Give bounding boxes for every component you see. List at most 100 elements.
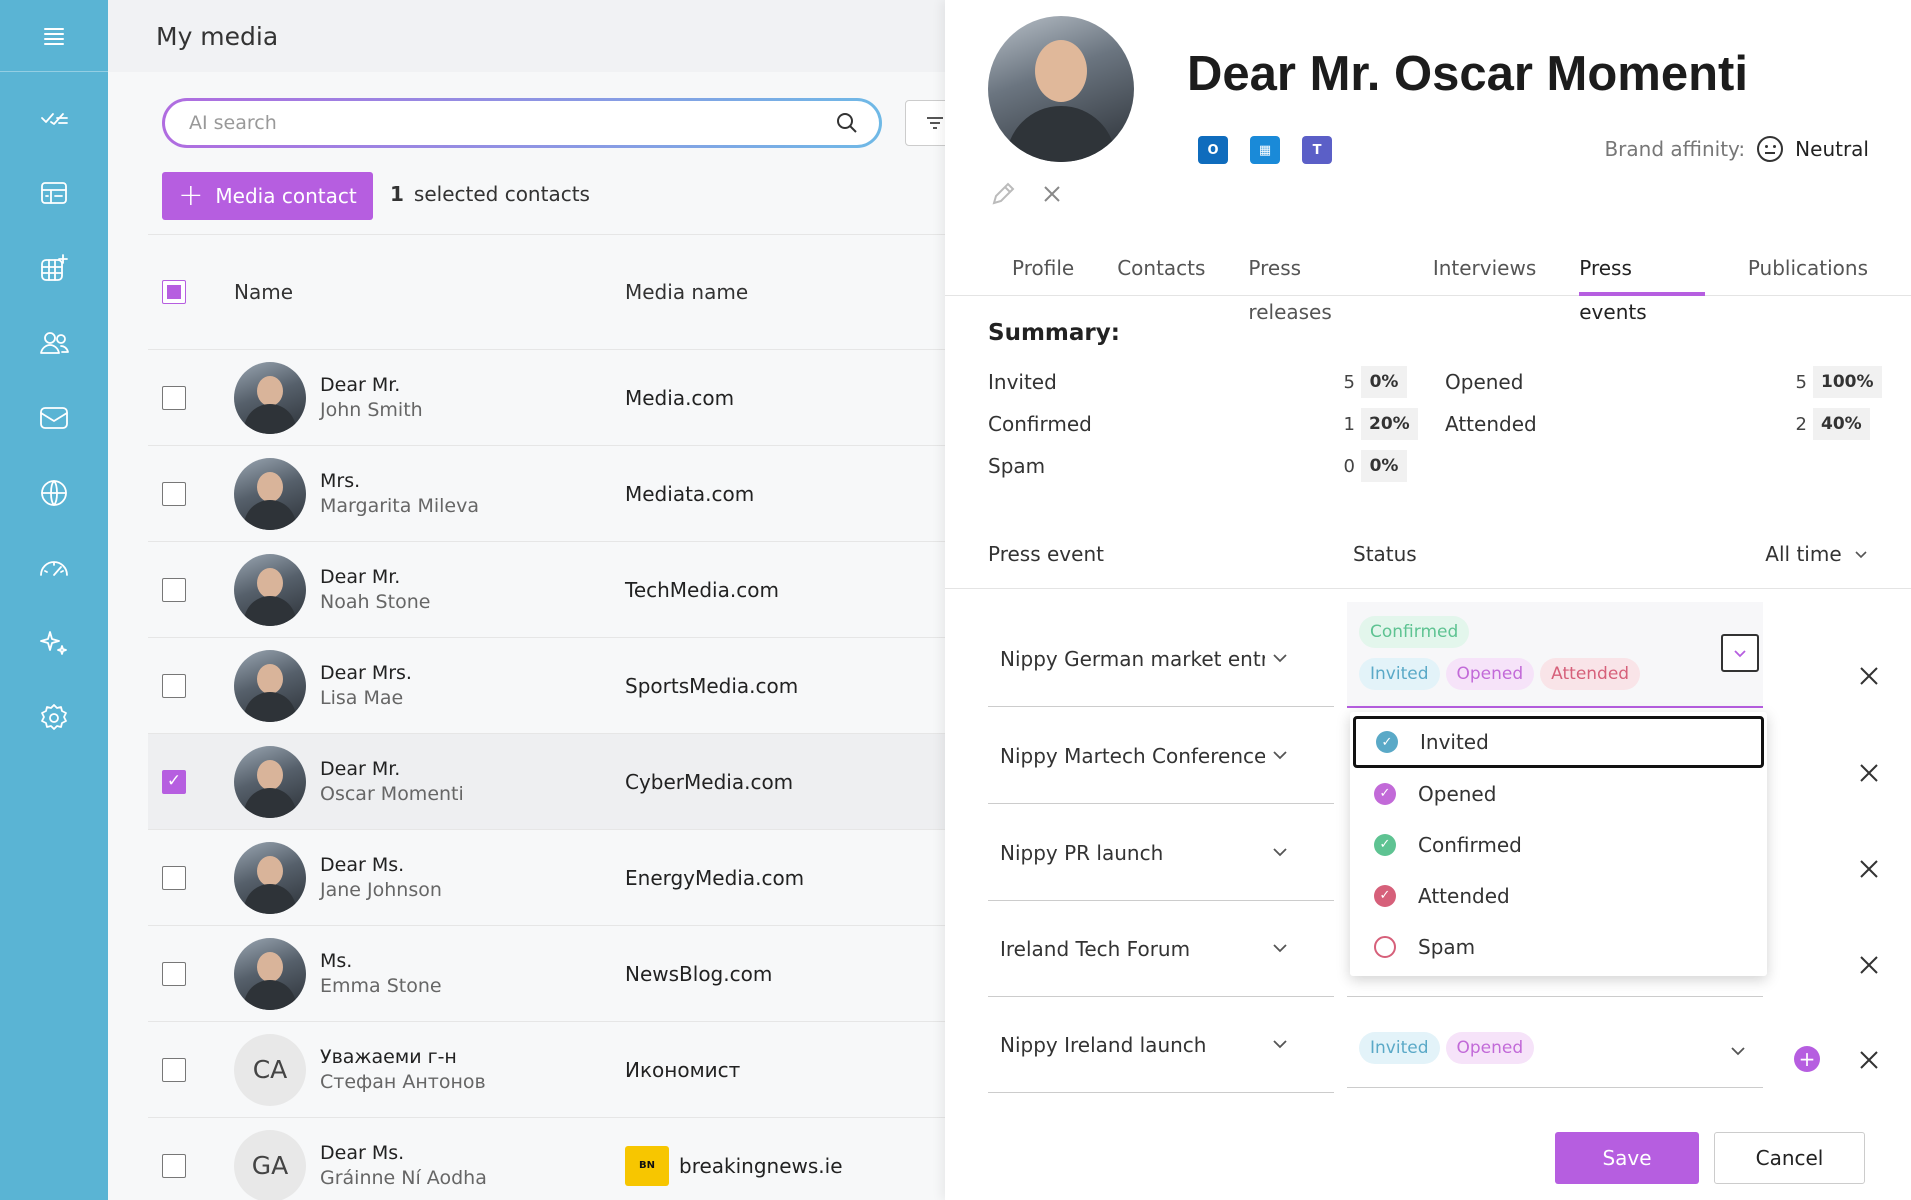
tab-press-releases[interactable]: Press releases — [1248, 256, 1332, 324]
press-event-select[interactable]: Nippy Ireland launch — [988, 997, 1334, 1093]
cancel-button[interactable]: Cancel — [1714, 1132, 1865, 1184]
nav-mail[interactable] — [0, 380, 108, 455]
nav-analytics[interactable] — [0, 530, 108, 605]
status-option-label: Confirmed — [1418, 832, 1522, 857]
checked-circle-icon: ✓ — [1374, 833, 1396, 856]
column-header-media[interactable]: Media name — [625, 280, 749, 304]
remove-row-icon[interactable] — [1855, 855, 1883, 883]
calendar-icon[interactable]: ▦ — [1250, 136, 1280, 164]
status-option-invited[interactable]: ✓ Invited — [1353, 716, 1764, 768]
status-dropdown-toggle[interactable] — [1721, 634, 1759, 672]
detail-tabs: Profile Contacts Press releases Intervie… — [945, 246, 1911, 324]
status-dropdown-menu: ✓ Invited ✓ Opened ✓ Confirmed ✓ Attende… — [1350, 712, 1767, 976]
table-row[interactable]: Dear Mrs. Lisa Mae SportsMedia.com — [148, 637, 945, 733]
nav-globe[interactable] — [0, 455, 108, 530]
contact-detail-panel: Dear Mr. Oscar Momenti O ▦ T Brand affin… — [945, 0, 1911, 1200]
contact-name: Oscar Momenti — [320, 782, 464, 805]
media-list-panel: My media + Media contact 1 selected conta… — [108, 0, 965, 1200]
outlook-icon[interactable]: O — [1198, 136, 1228, 164]
contact-salutation: Mrs. — [320, 469, 361, 492]
summary-confirmed: Confirmed 1 20% — [988, 408, 1418, 440]
table-row[interactable]: GA Dear Ms. Gráinne Ní Aodha BN breakingne… — [148, 1117, 945, 1200]
summary-percent: 20% — [1361, 408, 1418, 440]
add-press-event-icon[interactable]: + — [1794, 1046, 1820, 1072]
status-option-opened[interactable]: ✓ Opened — [1350, 768, 1767, 819]
nav-contacts[interactable] — [0, 305, 108, 380]
status-multiselect[interactable]: Confirmed Invited Opened Attended — [1347, 602, 1763, 708]
status-option-attended[interactable]: ✓ Attended — [1350, 870, 1767, 921]
media-name: Media.com — [625, 385, 735, 410]
nav-settings[interactable] — [0, 680, 108, 755]
status-chip-invited: Invited — [1359, 1032, 1440, 1064]
tab-profile[interactable]: Profile — [1012, 256, 1075, 280]
contact-photo — [988, 16, 1134, 162]
tab-contacts[interactable]: Contacts — [1117, 256, 1206, 280]
row-checkbox[interactable] — [162, 577, 186, 602]
time-filter[interactable]: All time — [1765, 542, 1868, 566]
table-header: Name Media name — [148, 234, 945, 349]
press-event-select[interactable]: Ireland Tech Forum — [988, 901, 1334, 997]
row-checkbox[interactable] — [162, 673, 186, 698]
row-checkbox[interactable] — [162, 1057, 186, 1082]
save-button[interactable]: Save — [1555, 1132, 1699, 1184]
nav-tasks[interactable] — [0, 80, 108, 155]
summary-count: 5 — [1343, 371, 1355, 393]
grid-add-icon — [41, 253, 68, 281]
row-checkbox[interactable]: ✓ — [162, 769, 186, 794]
ai-search — [162, 98, 882, 148]
remove-row-icon[interactable] — [1855, 759, 1883, 787]
chevron-down-icon[interactable] — [1729, 1042, 1747, 1060]
tab-interviews[interactable]: Interviews — [1432, 256, 1537, 280]
tab-publications[interactable]: Publications — [1747, 256, 1868, 280]
tab-press-events[interactable]: Press events — [1579, 246, 1705, 324]
summary-count: 1 — [1343, 413, 1355, 435]
table-row[interactable]: Ms. Emma Stone NewsBlog.com — [148, 925, 945, 1021]
nav-ai[interactable] — [0, 605, 108, 680]
press-event-select[interactable]: Nippy PR launch — [988, 805, 1334, 901]
remove-row-icon[interactable] — [1855, 951, 1883, 979]
select-all-checkbox[interactable] — [162, 280, 186, 304]
table-row[interactable]: ✓ Dear Mr. Oscar Momenti CyberMedia.com — [148, 733, 945, 829]
app-links: O ▦ T — [1198, 136, 1332, 164]
contact-salutation: Ms. — [320, 949, 353, 972]
search-icon[interactable] — [835, 111, 859, 135]
nav-dashboard[interactable] — [0, 155, 108, 230]
status-multiselect[interactable] — [1347, 996, 1763, 997]
nav-grid[interactable] — [0, 230, 108, 305]
table-row[interactable]: Dear Mr. Noah Stone TechMedia.com — [148, 541, 945, 637]
table-row[interactable]: CA Уважаеми г-н Стефан Антонов Икономист — [148, 1021, 945, 1117]
contact-name: Noah Stone — [320, 590, 431, 613]
status-chip-invited: Invited — [1359, 658, 1440, 690]
edit-actions — [989, 180, 1063, 208]
column-header-name[interactable]: Name — [234, 280, 294, 304]
teams-icon[interactable]: T — [1302, 136, 1332, 164]
close-icon[interactable] — [1041, 183, 1063, 205]
menu-button[interactable] — [0, 0, 108, 72]
row-checkbox[interactable] — [162, 961, 186, 986]
row-checkbox[interactable] — [162, 865, 186, 890]
press-event-select[interactable]: Nippy Martech Conference — [988, 708, 1334, 804]
status-option-label: Spam — [1418, 934, 1476, 959]
table-row[interactable]: Dear Mr. John Smith Media.com — [148, 349, 945, 445]
media-logo: BN — [625, 1145, 669, 1186]
remove-row-icon[interactable] — [1855, 1046, 1883, 1074]
media-name: TechMedia.com — [625, 577, 779, 602]
summary-label: Spam — [988, 454, 1046, 478]
search-input[interactable] — [189, 112, 835, 134]
row-checkbox[interactable] — [162, 481, 186, 506]
status-option-spam[interactable]: Spam — [1350, 921, 1767, 972]
pencil-icon[interactable] — [989, 180, 1017, 208]
status-option-confirmed[interactable]: ✓ Confirmed — [1350, 819, 1767, 870]
table-row[interactable]: Dear Ms. Jane Johnson EnergyMedia.com — [148, 829, 945, 925]
status-multiselect[interactable]: Invited Opened — [1347, 1028, 1763, 1088]
status-chip-opened: Opened — [1445, 658, 1535, 690]
summary-label: Invited — [988, 370, 1057, 394]
check-icon: ✓ — [166, 771, 182, 791]
row-checkbox[interactable] — [162, 1153, 186, 1178]
row-checkbox[interactable] — [162, 385, 186, 410]
press-event-select[interactable]: Nippy German market entry — [988, 611, 1334, 707]
table-row[interactable]: Mrs. Margarita Mileva Mediata.com — [148, 445, 945, 541]
remove-row-icon[interactable] — [1855, 662, 1883, 690]
contact-name: Emma Stone — [320, 974, 442, 997]
add-media-contact-button[interactable]: + Media contact — [162, 172, 373, 220]
